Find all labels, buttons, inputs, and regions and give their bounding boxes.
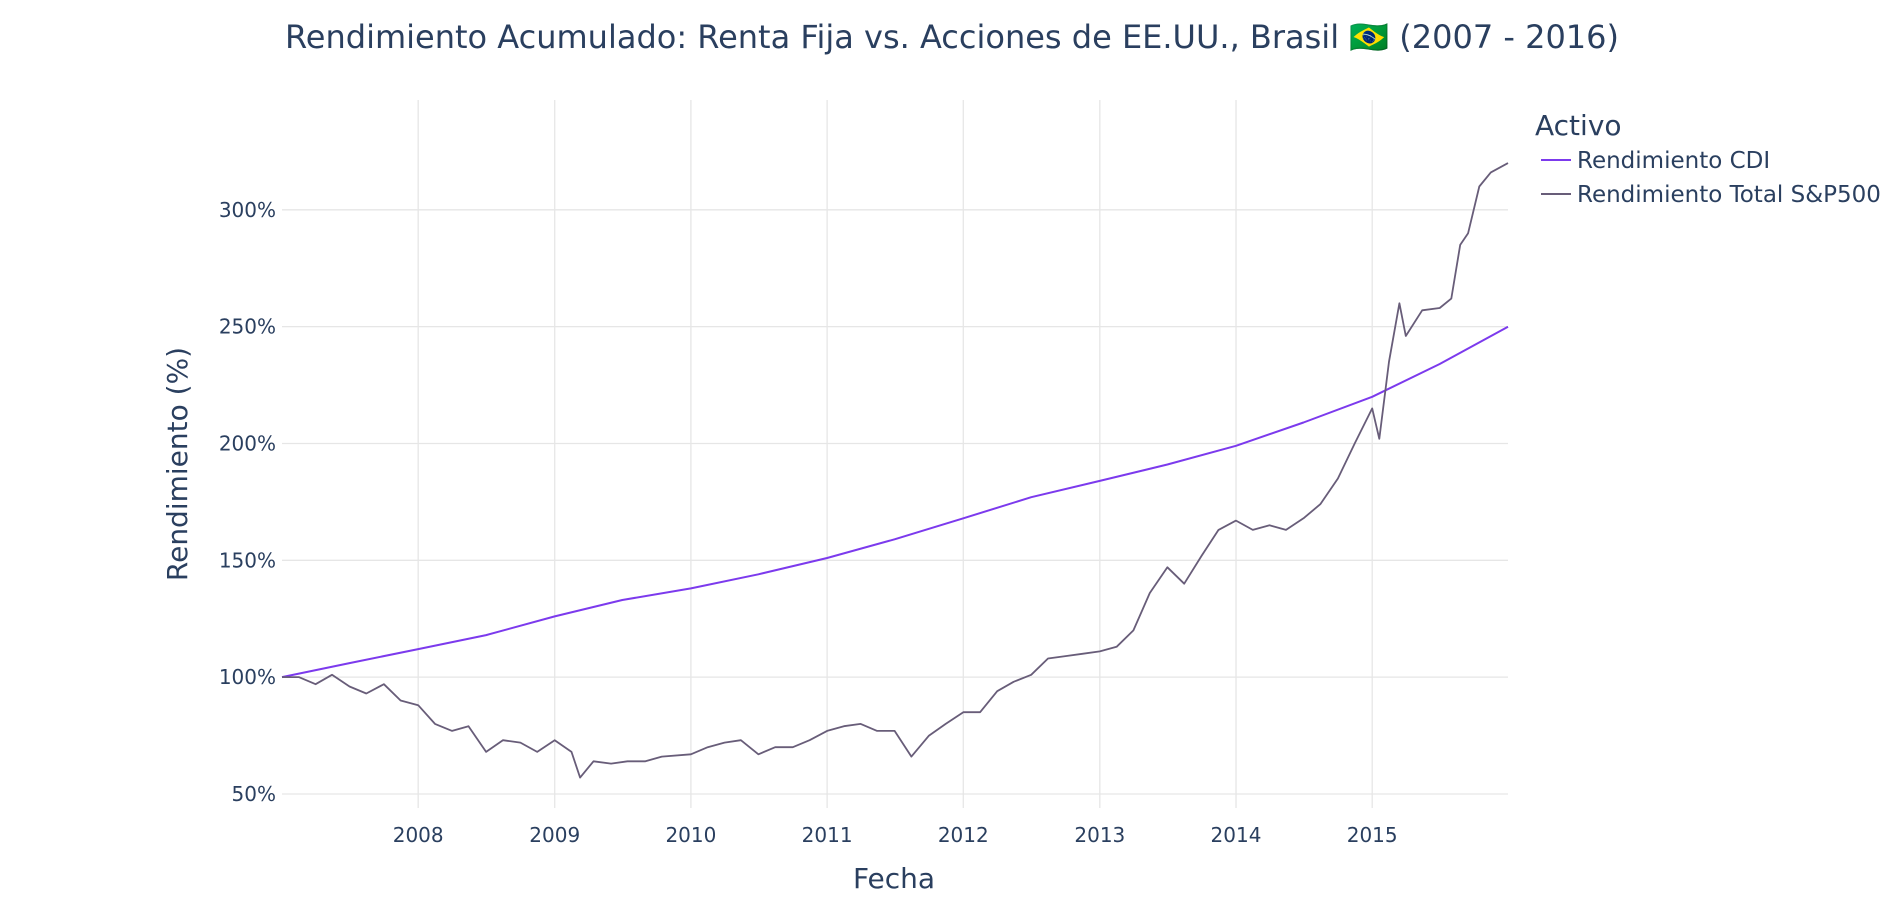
series-lines bbox=[281, 162, 1509, 779]
x-tick-label: 2008 bbox=[393, 823, 444, 847]
series-line-cdi bbox=[281, 325, 1509, 679]
legend-label: Rendimiento CDI bbox=[1577, 148, 1770, 174]
y-tick-label: 250% bbox=[219, 315, 276, 339]
x-tick-label: 2009 bbox=[529, 823, 580, 847]
legend-items: Rendimiento CDI Rendimiento Total S&P500 bbox=[1541, 148, 1881, 208]
y-tick-label: 200% bbox=[219, 431, 276, 455]
x-axis-title: Fecha bbox=[853, 862, 935, 895]
y-tick-label: 50% bbox=[232, 782, 276, 806]
y-axis-ticks: 50% 100% 150% 200% 250% 300% bbox=[219, 198, 276, 806]
series-line-sp500 bbox=[282, 162, 1509, 779]
chart-title: Rendimiento Acumulado: Renta Fija vs. Ac… bbox=[285, 18, 1619, 56]
x-tick-label: 2010 bbox=[665, 823, 716, 847]
x-tick-label: 2015 bbox=[1347, 823, 1398, 847]
x-gridlines bbox=[417, 100, 1373, 808]
y-axis-title: Rendimiento (%) bbox=[161, 347, 194, 581]
x-tick-label: 2013 bbox=[1074, 823, 1125, 847]
x-tick-label: 2014 bbox=[1211, 823, 1262, 847]
legend-label: Rendimiento Total S&P500 bbox=[1577, 182, 1881, 208]
y-tick-label: 150% bbox=[219, 548, 276, 572]
y-tick-label: 300% bbox=[219, 198, 276, 222]
legend: Activo Rendimiento CDI Rendimiento Total … bbox=[1535, 109, 1881, 208]
x-tick-label: 2012 bbox=[938, 823, 989, 847]
legend-title: Activo bbox=[1535, 109, 1622, 142]
y-gridlines bbox=[282, 209, 1508, 795]
y-tick-label: 100% bbox=[219, 665, 276, 689]
x-tick-label: 2011 bbox=[802, 823, 853, 847]
x-axis-ticks: 2008 2009 2010 2011 2012 2013 2014 2015 bbox=[393, 823, 1398, 847]
